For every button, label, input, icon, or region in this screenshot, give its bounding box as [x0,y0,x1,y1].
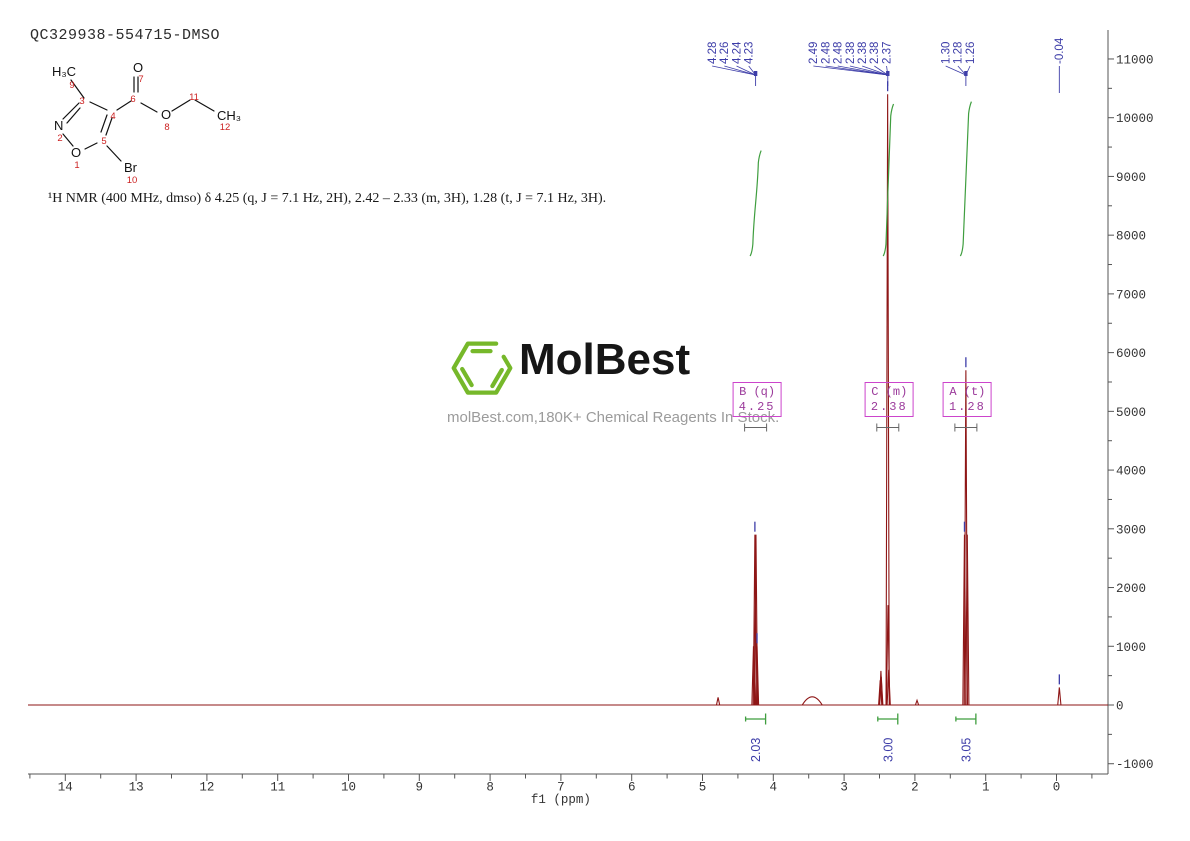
svg-text:CH₃: CH₃ [217,108,241,123]
svg-text:10000: 10000 [1116,112,1154,126]
svg-text:2.38: 2.38 [845,42,857,64]
svg-text:1: 1 [982,781,990,795]
svg-text:5: 5 [699,781,707,795]
svg-text:5000: 5000 [1116,406,1146,420]
svg-text:6000: 6000 [1116,347,1146,361]
multiplet-shift: 2.38 [870,400,908,414]
svg-text:11000: 11000 [1116,53,1154,67]
svg-text:4.26: 4.26 [719,42,731,64]
svg-text:2.38: 2.38 [869,42,881,64]
svg-text:11: 11 [270,781,285,795]
svg-text:9: 9 [416,781,424,795]
svg-text:3000: 3000 [1116,523,1146,537]
svg-text:4.24: 4.24 [731,41,743,64]
multiplet-shift: 1.28 [948,400,986,414]
svg-text:1.30: 1.30 [940,42,952,64]
multiplet-box-A: A (t) 1.28 [942,382,992,417]
structure-atom-numbers: 9 76 8 11 12 3 4 2 1 5 10 [57,74,230,186]
svg-text:10: 10 [341,781,356,795]
svg-text:9000: 9000 [1116,171,1146,185]
svg-text:3.05: 3.05 [959,738,973,762]
svg-text:2.49: 2.49 [808,42,820,64]
svg-text:-0.04: -0.04 [1054,37,1066,64]
y-axis [1107,30,1114,774]
x-axis-title: f1 (ppm) [531,793,591,807]
svg-text:3: 3 [79,96,84,107]
svg-text:14: 14 [58,781,73,795]
svg-text:2.38: 2.38 [857,42,869,64]
molbest-logo-icon [451,341,513,395]
y-axis-labels: -1000 0 1000 2000 3000 4000 5000 6000 7000 8000 90… [1116,53,1154,772]
svg-text:6: 6 [628,781,636,795]
svg-text:O: O [71,145,81,160]
svg-text:5: 5 [101,136,106,147]
svg-text:1.28: 1.28 [953,42,965,64]
molbest-tagline: molBest.com,180K+ Chemical Reagents In S… [447,409,780,426]
svg-text:N: N [54,118,63,133]
svg-text:11: 11 [189,92,199,103]
svg-text:7000: 7000 [1116,288,1146,302]
svg-text:2: 2 [57,133,62,144]
svg-text:H₃C: H₃C [52,64,76,79]
svg-text:-1000: -1000 [1116,758,1154,772]
svg-text:10: 10 [127,175,138,186]
svg-text:12: 12 [220,122,231,133]
multiplet-label: A (t) [949,385,986,399]
svg-text:1.26: 1.26 [965,42,977,64]
svg-text:0: 0 [1116,700,1124,714]
svg-text:4: 4 [770,781,778,795]
multiplet-label: B (q) [739,385,776,399]
svg-text:7: 7 [138,74,143,85]
multiplet-label: C (m) [871,385,908,399]
svg-text:2.03: 2.03 [749,738,763,762]
multiplet-box-B: B (q) 4.25 [732,382,782,417]
integral-curves [749,101,972,257]
nmr-assignment-text: ¹H NMR (400 MHz, dmso) δ 4.25 (q, J = 7.… [48,191,607,206]
integration-labels: 2.03 3.00 3.05 [744,423,978,762]
svg-text:1: 1 [74,160,79,171]
svg-text:O: O [161,107,171,122]
molbest-brand-text: MolBest [519,335,691,384]
svg-text:7: 7 [557,781,565,795]
multiplet-shift: 4.25 [738,400,776,414]
svg-text:8: 8 [164,122,169,133]
svg-text:2000: 2000 [1116,582,1146,596]
svg-text:1000: 1000 [1116,641,1146,655]
svg-text:8000: 8000 [1116,230,1146,244]
peak-labels: 4.28 4.26 4.24 4.23 2.49 2.48 2.48 2.38 2.38 2.38… [707,37,1066,685]
svg-text:2.48: 2.48 [820,42,832,64]
structure-bonds [62,76,215,162]
svg-text:9: 9 [69,80,74,91]
multiplet-box-C: C (m) 2.38 [864,382,914,417]
svg-text:3.00: 3.00 [881,738,895,762]
svg-text:2: 2 [911,781,919,795]
svg-text:8: 8 [486,781,494,795]
spectrum-trace [28,94,1108,706]
svg-text:4.28: 4.28 [707,42,719,64]
svg-text:4000: 4000 [1116,465,1146,479]
molbest-watermark: MolBest molBest.com,180K+ Chemical Reage… [447,333,780,433]
svg-text:4: 4 [110,111,115,122]
svg-text:0: 0 [1053,781,1061,795]
x-axis [28,773,1108,781]
svg-text:12: 12 [199,781,214,795]
sample-title: QC329938-554715-DMSO [30,27,221,44]
svg-text:3: 3 [840,781,848,795]
svg-text:13: 13 [129,781,144,795]
svg-text:2.37: 2.37 [881,42,893,64]
x-axis-labels: 14 13 12 11 10 9 8 7 6 5 4 3 2 1 0f1 (ppm) [58,781,1060,808]
svg-text:O: O [133,60,143,75]
svg-text:4.23: 4.23 [744,42,756,64]
svg-text:2.48: 2.48 [833,42,845,64]
svg-text:Br: Br [124,160,138,175]
svg-text:6: 6 [130,94,135,105]
